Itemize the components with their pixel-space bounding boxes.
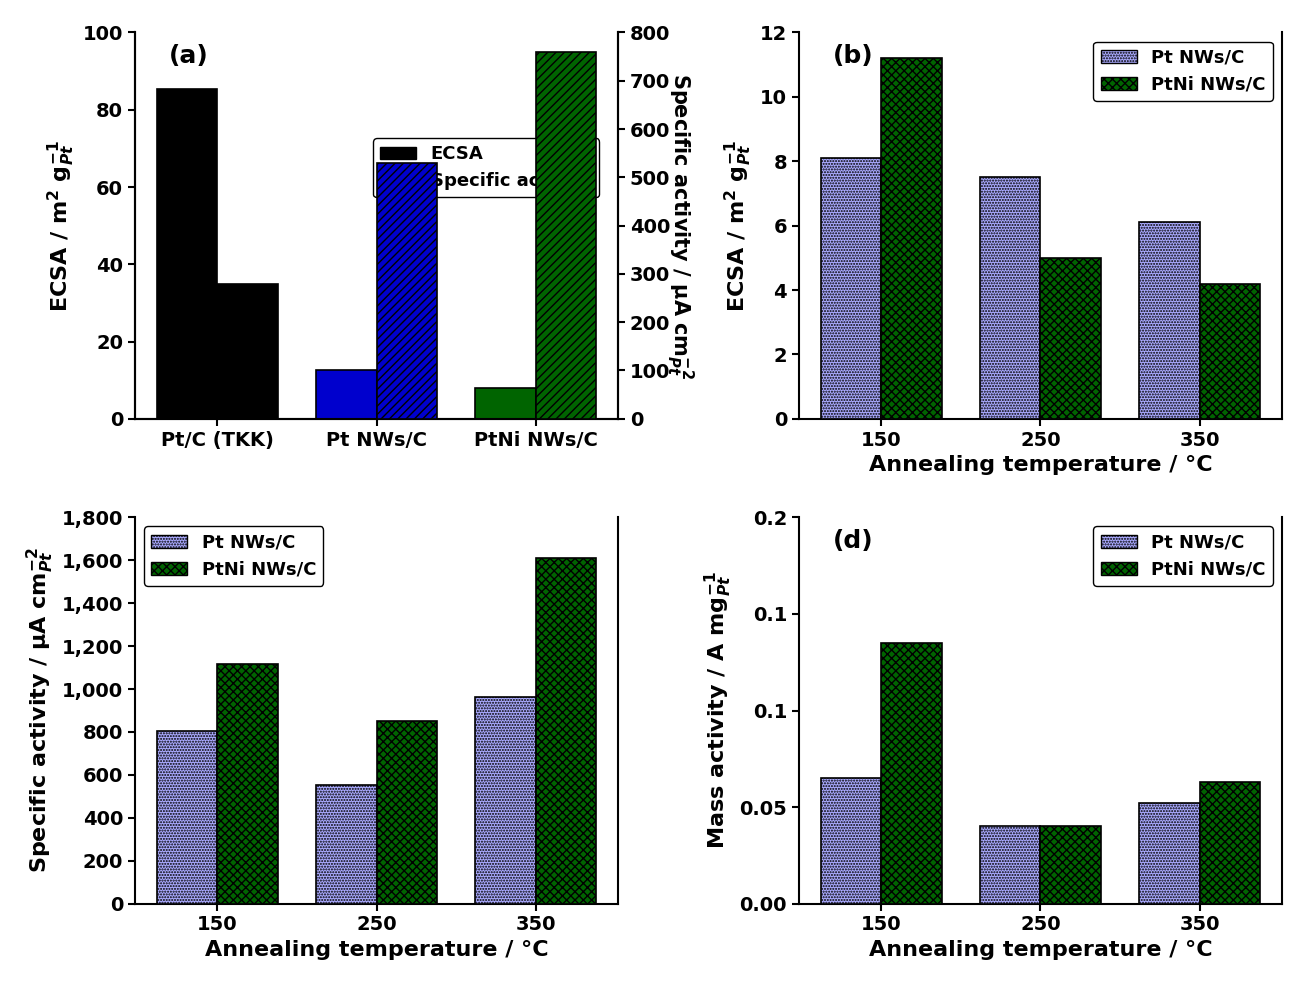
Text: (d): (d) — [833, 529, 873, 553]
Bar — [821, 158, 881, 419]
Bar — [476, 696, 536, 903]
Bar — [157, 731, 217, 903]
Legend: Pt NWs/C, PtNi NWs/C: Pt NWs/C, PtNi NWs/C — [1094, 41, 1273, 101]
X-axis label: Annealing temperature / °C: Annealing temperature / °C — [869, 940, 1212, 960]
Bar — [881, 58, 942, 419]
Y-axis label: Specific activity / μA cm$^{-2}_{Pt}$: Specific activity / μA cm$^{-2}_{Pt}$ — [664, 73, 695, 378]
Legend: ECSA, Specific activity: ECSA, Specific activity — [372, 138, 600, 197]
Bar — [536, 52, 596, 419]
Bar — [376, 163, 437, 419]
Bar — [536, 558, 596, 903]
Text: (b): (b) — [833, 44, 873, 68]
Bar — [1140, 223, 1200, 419]
Legend: Pt NWs/C, PtNi NWs/C: Pt NWs/C, PtNi NWs/C — [1094, 526, 1273, 586]
Bar — [881, 643, 942, 903]
Bar — [1040, 258, 1100, 419]
Text: (c): (c) — [169, 529, 207, 553]
Bar — [217, 664, 278, 903]
Bar — [476, 388, 536, 419]
Bar — [376, 721, 437, 903]
Bar — [1200, 782, 1260, 903]
Bar — [1040, 826, 1100, 903]
Y-axis label: Specific activity / μA cm$^{-2}_{Pt}$: Specific activity / μA cm$^{-2}_{Pt}$ — [25, 548, 56, 874]
Text: (a): (a) — [169, 44, 209, 68]
Bar — [316, 370, 376, 419]
Bar — [217, 284, 278, 419]
Y-axis label: Mass activity / A mg$^{-1}_{Pt}$: Mass activity / A mg$^{-1}_{Pt}$ — [703, 571, 733, 849]
Bar — [980, 826, 1040, 903]
Y-axis label: ECSA / m$^2$ g$^{-1}_{Pt}$: ECSA / m$^2$ g$^{-1}_{Pt}$ — [723, 140, 754, 311]
Bar — [157, 89, 217, 419]
Bar — [821, 778, 881, 903]
Legend: Pt NWs/C, PtNi NWs/C: Pt NWs/C, PtNi NWs/C — [144, 526, 323, 586]
Bar — [316, 784, 376, 903]
X-axis label: Annealing temperature / °C: Annealing temperature / °C — [205, 940, 549, 960]
Bar — [980, 177, 1040, 419]
Bar — [1140, 803, 1200, 903]
X-axis label: Annealing temperature / °C: Annealing temperature / °C — [869, 455, 1212, 475]
Y-axis label: ECSA / m$^2$ g$^{-1}_{Pt}$: ECSA / m$^2$ g$^{-1}_{Pt}$ — [46, 140, 77, 311]
Bar — [1200, 284, 1260, 419]
